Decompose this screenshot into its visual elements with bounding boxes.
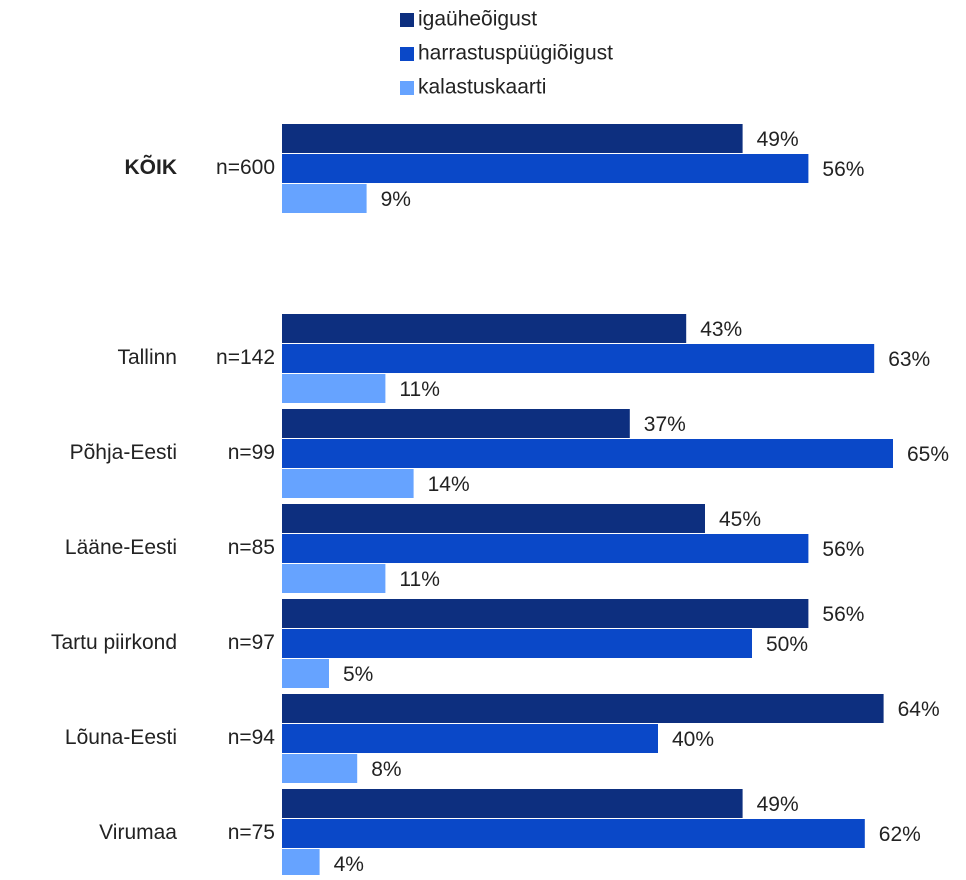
value-label: 65% <box>907 443 949 466</box>
value-label: 56% <box>822 158 864 181</box>
value-label: 49% <box>757 128 799 151</box>
value-label: 62% <box>879 823 921 846</box>
legend-swatch <box>400 81 414 95</box>
bar <box>282 374 386 403</box>
category-label: Tallinn <box>117 346 177 369</box>
value-label: 63% <box>888 348 930 371</box>
bar <box>282 439 893 468</box>
value-label: 45% <box>719 508 761 531</box>
sample-size: n=142 <box>216 346 275 369</box>
category-label: Tartu piirkond <box>51 631 177 654</box>
sample-size: n=94 <box>228 726 276 749</box>
bar <box>282 724 658 753</box>
bar <box>282 469 414 498</box>
category-label: Virumaa <box>99 821 177 844</box>
value-label: 14% <box>428 473 470 496</box>
value-label: 64% <box>898 698 940 721</box>
bar <box>282 344 875 373</box>
sample-size: n=85 <box>228 536 275 559</box>
legend-swatch <box>400 13 414 27</box>
value-label: 43% <box>700 318 742 341</box>
bar <box>282 599 809 628</box>
bar <box>282 504 705 533</box>
bar <box>282 124 743 153</box>
sample-size: n=99 <box>228 441 275 464</box>
value-label: 37% <box>644 413 686 436</box>
sample-size: n=97 <box>228 631 275 654</box>
bar <box>282 184 367 213</box>
bar <box>282 564 386 593</box>
category-label: KÕIK <box>125 155 178 179</box>
sample-size: n=600 <box>216 156 275 179</box>
sample-size: n=75 <box>228 821 275 844</box>
legend-label: kalastuskaarti <box>418 76 546 99</box>
bar <box>282 849 320 878</box>
category-label: Lõuna-Eesti <box>65 726 177 749</box>
value-label: 49% <box>757 793 799 816</box>
legend-label: harrastuspüügiõigust <box>418 42 613 65</box>
value-label: 9% <box>381 188 411 211</box>
category-label: Lääne-Eesti <box>65 536 177 559</box>
bar <box>282 754 358 783</box>
value-label: 40% <box>672 728 714 751</box>
value-label: 8% <box>371 758 401 781</box>
bar <box>282 819 865 848</box>
bar <box>282 409 630 438</box>
value-label: 56% <box>822 603 864 626</box>
bar <box>282 154 809 183</box>
value-label: 4% <box>334 853 364 875</box>
bar <box>282 694 884 723</box>
value-label: 56% <box>822 538 864 561</box>
value-label: 11% <box>399 378 439 401</box>
value-label: 5% <box>343 663 373 686</box>
bar <box>282 534 809 563</box>
bar <box>282 629 752 658</box>
value-label: 50% <box>766 633 808 656</box>
legend-label: igaüheõigust <box>418 8 537 31</box>
bar <box>282 659 329 688</box>
bar <box>282 789 743 818</box>
bar <box>282 314 687 343</box>
legend-swatch <box>400 47 414 61</box>
category-label: Põhja-Eesti <box>70 441 177 464</box>
value-label: 11% <box>399 568 439 591</box>
